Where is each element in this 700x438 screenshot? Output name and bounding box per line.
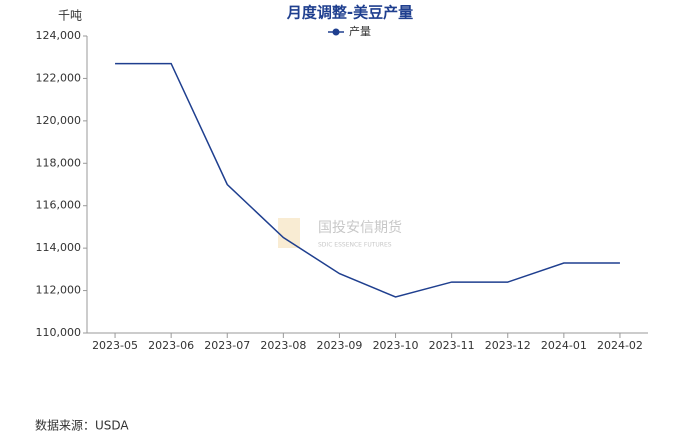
x-tick-label: 2023-12: [485, 339, 531, 352]
x-tick-label: 2024-02: [597, 339, 643, 352]
y-tick-label: 114,000: [36, 241, 82, 254]
y-tick-label: 116,000: [36, 199, 82, 212]
x-tick-label: 2023-07: [204, 339, 250, 352]
x-tick-label: 2023-11: [429, 339, 475, 352]
legend-marker: [332, 28, 340, 36]
watermark-logo: [278, 218, 300, 248]
y-tick-label: 124,000: [36, 29, 82, 42]
y-tick-label: 122,000: [36, 71, 82, 84]
series-line: [115, 62, 620, 298]
x-tick-label: 2023-05: [92, 339, 138, 352]
watermark-sub: SDIC ESSENCE FUTURES: [318, 242, 392, 249]
y-tick-label: 112,000: [36, 284, 82, 297]
y-unit: 千吨: [58, 9, 82, 23]
source: 数据来源：USDA: [35, 418, 129, 433]
x-tick-label: 2023-09: [316, 339, 362, 352]
x-tick-label: 2023-06: [148, 339, 194, 352]
y-tick-label: 110,000: [36, 326, 82, 339]
y-tick-label: 120,000: [36, 114, 82, 127]
x-tick-label: 2024-01: [541, 339, 587, 352]
chart-title: 月度调整-美豆产量: [286, 4, 413, 22]
x-tick-label: 2023-10: [373, 339, 419, 352]
legend-label: 产量: [349, 24, 371, 38]
x-tick-label: 2023-08: [260, 339, 306, 352]
watermark: 国投安信期货: [318, 219, 402, 236]
y-tick-label: 118,000: [36, 156, 82, 169]
